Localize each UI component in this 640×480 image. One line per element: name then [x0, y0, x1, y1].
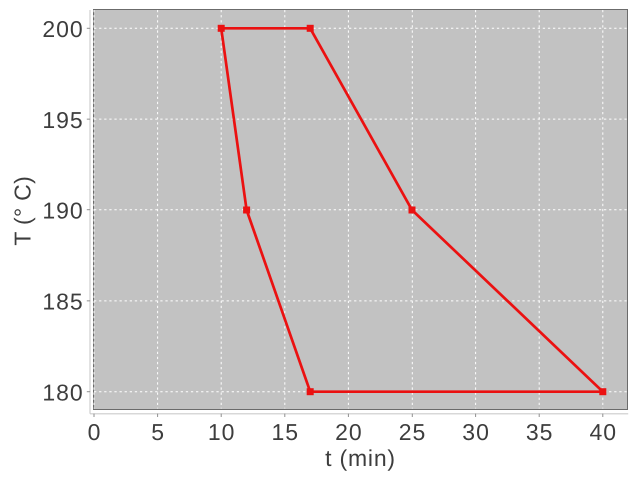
svg-text:180: 180 [42, 379, 83, 405]
svg-text:200: 200 [42, 16, 83, 42]
svg-text:T (° C): T (° C) [10, 176, 36, 246]
svg-text:185: 185 [42, 289, 83, 315]
svg-text:5: 5 [151, 419, 165, 445]
svg-text:0: 0 [88, 419, 102, 445]
svg-text:35: 35 [526, 419, 554, 445]
svg-text:40: 40 [590, 419, 618, 445]
svg-text:25: 25 [399, 419, 427, 445]
svg-text:15: 15 [272, 419, 300, 445]
svg-text:10: 10 [208, 419, 236, 445]
svg-text:190: 190 [42, 198, 83, 224]
svg-text:t (min): t (min) [325, 445, 396, 471]
svg-text:20: 20 [335, 419, 363, 445]
svg-text:195: 195 [42, 107, 83, 133]
svg-text:30: 30 [462, 419, 490, 445]
